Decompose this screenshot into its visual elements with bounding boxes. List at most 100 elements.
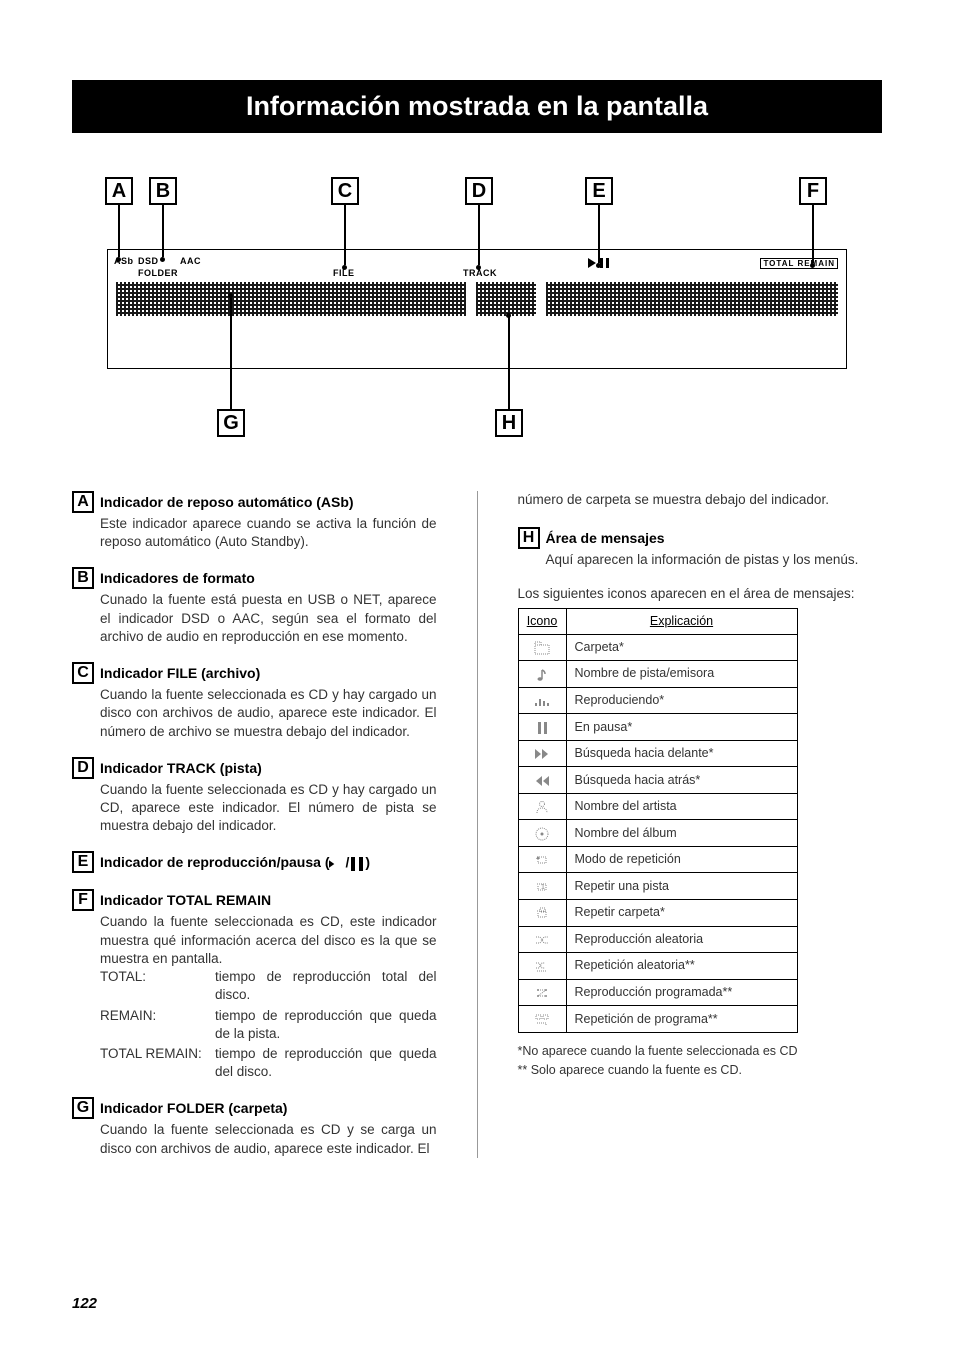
section-e-title: Indicador de reproducción/pausa (/) <box>100 851 370 872</box>
table-row: Reproducción programada** <box>566 979 797 1006</box>
pause-icon <box>349 857 365 871</box>
program-repeat-icon <box>518 1006 566 1033</box>
table-row: Nombre de pista/emisora <box>566 661 797 688</box>
table-row: Nombre del artista <box>566 793 797 820</box>
def-term: TOTAL REMAIN: <box>100 1045 215 1081</box>
section-b-title: Indicadores de formato <box>100 567 255 588</box>
explain-col-header: Explicación <box>566 608 797 634</box>
letter-b: B <box>72 567 94 589</box>
section-b-body: Cunado la fuente está puesta en USB o NE… <box>100 591 437 646</box>
footnote-2: ** Solo aparece cuando la fuente es CD. <box>518 1062 883 1079</box>
diagram-label-b: B <box>149 177 177 205</box>
play-icon <box>329 857 345 871</box>
lcd-aac: AAC <box>180 256 201 266</box>
shuffle-repeat-icon <box>518 953 566 980</box>
diagram-label-e: E <box>585 177 613 205</box>
section-a-body: Este indicador aparece cuando se activa … <box>100 515 437 551</box>
table-row: Búsqueda hacia delante* <box>566 740 797 767</box>
footnote-1: *No aparece cuando la fuente seleccionad… <box>518 1043 883 1060</box>
section-b: B Indicadores de formato Cunado la fuent… <box>72 567 437 646</box>
album-icon <box>518 820 566 847</box>
section-g: G Indicador FOLDER (carpeta) Cuando la f… <box>72 1097 437 1157</box>
section-h: H Área de mensajes Aquí aparecen la info… <box>518 527 883 569</box>
svg-text:1: 1 <box>541 884 545 891</box>
section-a-title: Indicador de reposo automático (ASb) <box>100 491 354 512</box>
page-title: Información mostrada en la pantalla <box>72 80 882 133</box>
repeat-icon <box>518 846 566 873</box>
section-c-body: Cuando la fuente seleccionada es CD y ha… <box>100 686 437 741</box>
lcd-total-remain: TOTAL REMAIN <box>760 258 838 269</box>
letter-h: H <box>518 527 540 549</box>
diagram-label-h: H <box>495 409 523 437</box>
left-column: A Indicador de reposo automático (ASb) E… <box>72 491 437 1158</box>
section-g-continuation: número de carpeta se muestra debajo del … <box>518 491 883 509</box>
shuffle-icon <box>518 926 566 953</box>
letter-a: A <box>72 491 94 513</box>
section-f-body: Cuando la fuente seleccionada es CD, est… <box>100 913 437 968</box>
section-d-body: Cuando la fuente seleccionada es CD y ha… <box>100 781 437 836</box>
icon-col-header: Icono <box>518 608 566 634</box>
playing-icon <box>518 687 566 714</box>
icons-intro: Los siguientes iconos aparecen en el áre… <box>518 585 883 603</box>
program-icon <box>518 979 566 1006</box>
def-desc: tiempo de reproducción que queda de la p… <box>215 1007 437 1043</box>
section-g-body: Cuando la fuente seleccionada es CD y se… <box>100 1121 437 1157</box>
section-h-body: Aquí aparecen la información de pistas y… <box>546 551 883 569</box>
section-e-title-tail: ) <box>365 854 370 870</box>
section-d: D Indicador TRACK (pista) Cuando la fuen… <box>72 757 437 836</box>
section-c-title: Indicador FILE (archivo) <box>100 662 260 683</box>
table-row: Reproducción aleatoria <box>566 926 797 953</box>
table-row: Repetición de programa** <box>566 1006 797 1033</box>
table-row: Nombre del álbum <box>566 820 797 847</box>
table-row: En pausa* <box>566 714 797 741</box>
section-d-title: Indicador TRACK (pista) <box>100 757 262 778</box>
def-term: REMAIN: <box>100 1007 215 1043</box>
column-divider <box>477 491 478 1158</box>
table-row: Reproduciendo* <box>566 687 797 714</box>
letter-d: D <box>72 757 94 779</box>
section-e-title-head: Indicador de reproducción/pausa ( <box>100 854 329 870</box>
def-desc: tiempo de reproducción que queda del dis… <box>215 1045 437 1081</box>
section-e: E Indicador de reproducción/pausa (/) <box>72 851 437 873</box>
lcd-diagram: A B C D E F ASb DSD AAC FOLDER FILE TRAC… <box>87 177 867 447</box>
table-row: Modo de repetición <box>566 846 797 873</box>
def-desc: tiempo de reproducción total del disco. <box>215 968 437 1004</box>
table-row: Búsqueda hacia atrás* <box>566 767 797 794</box>
def-term: TOTAL: <box>100 968 215 1004</box>
diagram-label-g: G <box>217 409 245 437</box>
table-row: Repetición aleatoria** <box>566 953 797 980</box>
page-number: 122 <box>72 1295 97 1312</box>
rwd-icon <box>518 767 566 794</box>
letter-c: C <box>72 662 94 684</box>
content-columns: A Indicador de reposo automático (ASb) E… <box>72 491 882 1158</box>
diagram-label-c: C <box>331 177 359 205</box>
folder-icon <box>518 634 566 661</box>
lcd-play-pause-icon <box>588 258 614 271</box>
diagram-label-a: A <box>105 177 133 205</box>
lcd-dsd: DSD <box>138 256 159 266</box>
section-g-title: Indicador FOLDER (carpeta) <box>100 1097 287 1118</box>
table-row: Repetir carpeta* <box>566 900 797 927</box>
section-h-title: Área de mensajes <box>546 527 665 548</box>
icon-table: Icono Explicación Carpeta* Nombre de pis… <box>518 608 798 1033</box>
letter-f: F <box>72 889 94 911</box>
lcd-folder: FOLDER <box>138 268 178 278</box>
section-f-title: Indicador TOTAL REMAIN <box>100 889 271 910</box>
diagram-label-d: D <box>465 177 493 205</box>
letter-g: G <box>72 1097 94 1119</box>
section-c: C Indicador FILE (archivo) Cuando la fue… <box>72 662 437 741</box>
section-f-defs: TOTAL:tiempo de reproducción total del d… <box>100 968 437 1081</box>
pause-row-icon <box>518 714 566 741</box>
repeat-folder-icon <box>518 900 566 927</box>
table-row: Repetir una pista <box>566 873 797 900</box>
ffwd-icon <box>518 740 566 767</box>
repeat-one-icon: 1 <box>518 873 566 900</box>
table-row: Carpeta* <box>566 634 797 661</box>
section-a: A Indicador de reposo automático (ASb) E… <box>72 491 437 551</box>
right-column: número de carpeta se muestra debajo del … <box>518 491 883 1158</box>
section-f: F Indicador TOTAL REMAIN Cuando la fuent… <box>72 889 437 1081</box>
letter-e: E <box>72 851 94 873</box>
note-icon <box>518 661 566 688</box>
artist-icon <box>518 793 566 820</box>
diagram-label-f: F <box>799 177 827 205</box>
